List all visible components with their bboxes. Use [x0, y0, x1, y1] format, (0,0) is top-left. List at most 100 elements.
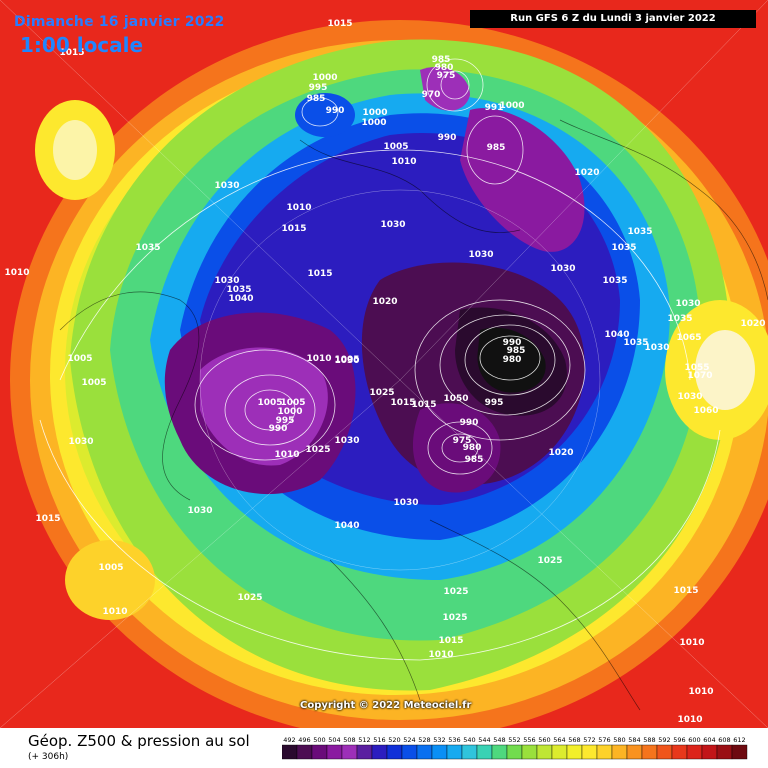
isobar-label: 1030: [214, 181, 239, 191]
legend-tick-label: 508: [343, 736, 355, 744]
isobar-label: 995: [485, 398, 504, 408]
legend-tick-label: 564: [553, 736, 565, 744]
isobar-label: 1010: [677, 715, 702, 725]
isobar-label: 1000: [277, 407, 302, 417]
isobar-label: 1040: [228, 294, 253, 304]
isobar-label: 1035: [627, 227, 652, 237]
isobar-label: 970: [422, 90, 441, 100]
legend-swatch: [476, 744, 493, 760]
isobar-label: 1010: [286, 203, 311, 213]
legend-tick-label: 612: [733, 736, 745, 744]
isobar-label: 1030: [675, 299, 700, 309]
isobar-label: 985: [507, 346, 526, 356]
legend-tick-label: 568: [568, 736, 580, 744]
run-banner: Run GFS 6 Z du Lundi 3 janvier 2022: [470, 10, 756, 28]
isobar-label: 985: [307, 94, 326, 104]
isobar-label: 1025: [442, 613, 467, 623]
isobar-label: 1020: [548, 448, 573, 458]
legend-swatch: [296, 744, 313, 760]
legend-tick-label: 576: [598, 736, 610, 744]
isobar-label: 1035: [623, 338, 648, 348]
legend-swatch: [371, 744, 388, 760]
legend-tick-label: 552: [508, 736, 520, 744]
legend-tick-label: 604: [703, 736, 715, 744]
legend-swatch: [386, 744, 403, 760]
isobar-label: 1030: [187, 506, 212, 516]
map-title: Géop. Z500 & pression au sol: [28, 732, 250, 750]
legend-swatch: [596, 744, 613, 760]
color-legend: 492 496 500 504 508 512 516 520 524 528 532 536 540 5…: [282, 736, 748, 760]
graticule: [0, 0, 768, 728]
legend-tick-label: 548: [493, 736, 505, 744]
legend-tick-label: 588: [643, 736, 655, 744]
legend-swatch: [416, 744, 433, 760]
legend-swatch: [656, 744, 673, 760]
isobar-label: 1010: [274, 450, 299, 460]
isobar-label: 995: [309, 83, 328, 93]
legend-tick-label: 540: [463, 736, 475, 744]
legend-swatch: [566, 744, 583, 760]
legend-swatch: [521, 744, 538, 760]
height-field: [10, 20, 768, 728]
isobar-label: 1005: [67, 354, 92, 364]
isobar-label: 990: [438, 133, 457, 143]
isobar-label: 1000: [362, 108, 387, 118]
legend-swatch: [581, 744, 598, 760]
isobar-label: 1070: [687, 371, 712, 381]
legend-swatch: [716, 744, 733, 760]
isobar-label: 1010: [679, 638, 704, 648]
legend-tick-label: 544: [478, 736, 490, 744]
isobar-label: 1020: [574, 168, 599, 178]
isobar-label: 1030: [677, 392, 702, 402]
legend-tick-label: 524: [403, 736, 415, 744]
isobar-label: 1005: [98, 563, 123, 573]
forecast-date: Dimanche 16 janvier 2022: [14, 14, 225, 30]
forecast-hour: (+ 306h): [28, 752, 69, 762]
legend-swatch: [311, 744, 328, 760]
isobar-label: 1030: [334, 356, 359, 366]
copyright: Copyright © 2022 Meteociel.fr: [300, 700, 472, 711]
legend-tick-label: 500: [313, 736, 325, 744]
legend-tick-label: 584: [628, 736, 640, 744]
isobar-label: 1015: [327, 19, 352, 29]
isobar-label: 990: [269, 424, 288, 434]
isobar-label: 1025: [537, 556, 562, 566]
isobar-label: 1015: [307, 269, 332, 279]
isobar-label: 1040: [604, 330, 629, 340]
legend-swatch: [506, 744, 523, 760]
isobar-label: 1065: [676, 333, 701, 343]
isobar-label: 1040: [334, 521, 359, 531]
isobar-label: 1035: [226, 285, 251, 295]
legend-swatch: [551, 744, 568, 760]
isobar-label: 1010: [428, 650, 453, 660]
isobar-label: 1055: [684, 363, 709, 373]
local-time: 1:00 locale: [20, 33, 144, 57]
isobar-label: 1035: [667, 314, 692, 324]
isobar-label: 1000: [499, 101, 524, 111]
isobar-label: 1005: [383, 142, 408, 152]
isobar-label: 1030: [334, 436, 359, 446]
isobar-label: 980: [463, 443, 482, 453]
isobar-label: 975: [453, 436, 472, 446]
legend-swatch: [401, 744, 418, 760]
legend-swatch: [626, 744, 643, 760]
isobar-label: 1060: [693, 406, 718, 416]
legend-tick-label: 496: [298, 736, 310, 744]
isobar-label: 1005: [334, 355, 359, 365]
legend-swatch: [446, 744, 463, 760]
isobar-label: 1015: [35, 514, 60, 524]
isobar-label: 990: [503, 338, 522, 348]
isobar-labels: 1015101510009959859909859809759709911000…: [4, 19, 765, 725]
isobar-label: 1000: [361, 118, 386, 128]
isobar-label: 1030: [393, 498, 418, 508]
isobar-label: 1010: [4, 268, 29, 278]
legend-tick-label: 556: [523, 736, 535, 744]
isobar-label: 990: [326, 106, 345, 116]
isobar-label: 1015: [281, 224, 306, 234]
isobar-label: 1020: [740, 319, 765, 329]
isobar-label: 1030: [644, 343, 669, 353]
isobar-contours: [39, 58, 721, 661]
isobar-label: 1005: [280, 398, 305, 408]
isobar-label: 1025: [237, 593, 262, 603]
legend-tick-label: 532: [433, 736, 445, 744]
